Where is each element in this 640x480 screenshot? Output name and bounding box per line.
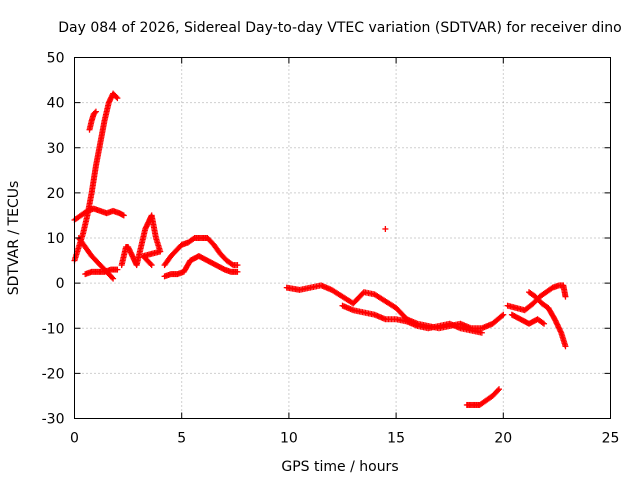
data-point: [541, 320, 548, 327]
y-tick-label: -20: [42, 366, 65, 382]
grid-lines: [74, 57, 611, 419]
data-point: [114, 266, 121, 273]
x-tick-label: 10: [280, 431, 298, 447]
x-tick-label: 0: [70, 431, 79, 447]
data-point: [228, 261, 235, 268]
data-point: [539, 319, 546, 326]
data-point: [234, 268, 241, 275]
x-axis-label: GPS time / hours: [281, 459, 398, 475]
data-point: [494, 387, 501, 394]
data-point: [499, 312, 506, 319]
y-tick-label: -30: [42, 412, 65, 428]
data-point: [110, 275, 117, 282]
chart-title: Day 084 of 2026, Sidereal Day-to-day VTE…: [58, 20, 621, 36]
data-point: [120, 212, 127, 219]
y-tick-label: 0: [56, 276, 65, 292]
data-point: [114, 95, 121, 102]
y-axis-label: SDTVAR / TECUs: [6, 181, 22, 296]
x-tick-label: 15: [387, 431, 405, 447]
data-point: [92, 108, 99, 115]
data-point: [109, 274, 116, 281]
data-point: [148, 262, 155, 269]
y-tick-label: 30: [47, 141, 65, 157]
data-point: [147, 260, 154, 267]
x-tick-label: 20: [494, 431, 512, 447]
x-tick-label: 25: [602, 431, 620, 447]
data-point: [562, 343, 569, 350]
y-tick-label: 40: [47, 96, 65, 112]
y-tick-label: 10: [47, 231, 65, 247]
data-point: [500, 311, 507, 318]
y-tick-label: 50: [47, 51, 65, 67]
data-point: [562, 293, 569, 300]
x-tick-label: 5: [177, 431, 186, 447]
data-point: [234, 262, 241, 269]
data-point: [478, 329, 485, 336]
data-point: [382, 225, 389, 232]
data-point: [496, 386, 503, 393]
y-tick-label: -10: [42, 321, 65, 337]
axis-ticks: 0 5 10 15 20 25 -30 -20 -10 0 10 20 30 40 50: [42, 51, 620, 447]
data-point: [91, 109, 98, 116]
data-points: [71, 90, 569, 408]
y-tick-label: 20: [47, 186, 65, 202]
data-point: [113, 93, 120, 100]
